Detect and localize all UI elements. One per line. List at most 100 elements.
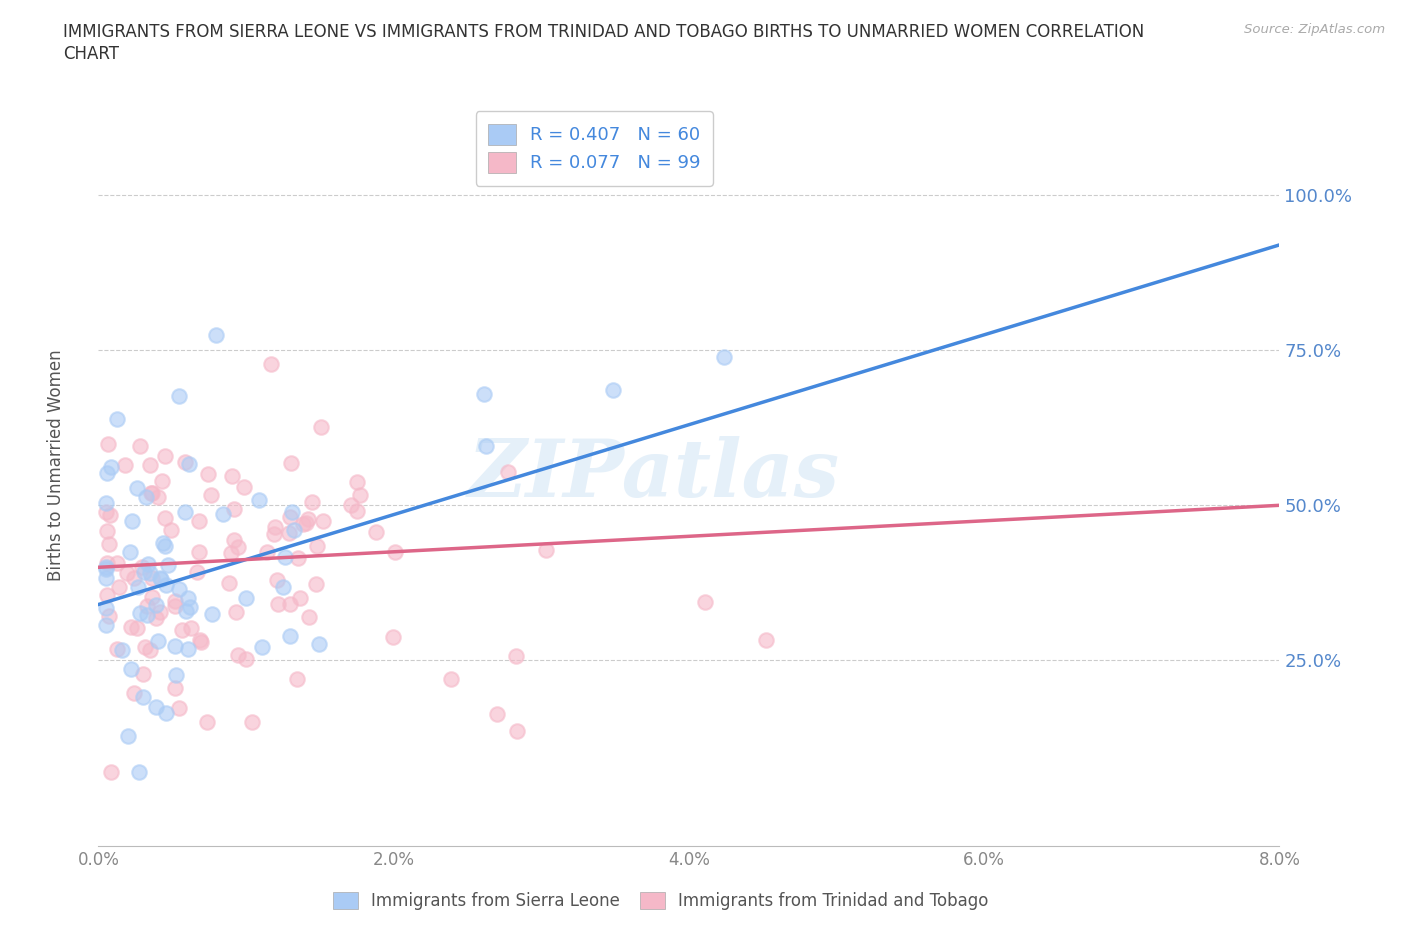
Point: [301, 494, 323, 509]
Point: [346, 474, 368, 489]
Point: [138, 556, 160, 571]
Point: [174, 604, 197, 618]
Point: [132, 689, 155, 704]
Text: IMMIGRANTS FROM SIERRA LEONE VS IMMIGRANTS FROM TRINIDAD AND TOBAGO BIRTHS TO UN: IMMIGRANTS FROM SIERRA LEONE VS IMMIGRAN…: [63, 23, 1144, 41]
Point: [263, 526, 285, 541]
Point: [177, 591, 200, 605]
Point: [141, 486, 163, 501]
Point: [155, 511, 177, 525]
Point: [94, 618, 117, 632]
Point: [506, 724, 529, 738]
Point: [148, 489, 170, 504]
Point: [149, 571, 172, 586]
Point: [277, 525, 299, 540]
Point: [134, 565, 156, 579]
Point: [94, 560, 117, 575]
Text: Source: ZipAtlas.com: Source: ZipAtlas.com: [1244, 23, 1385, 36]
Point: [163, 593, 186, 608]
Point: [111, 643, 134, 658]
Point: [274, 550, 297, 565]
Point: [297, 512, 319, 526]
Point: [292, 516, 315, 531]
Point: [115, 565, 138, 580]
Point: [226, 648, 249, 663]
Point: [235, 591, 257, 606]
Point: [97, 609, 120, 624]
Point: [474, 439, 496, 454]
Point: [190, 635, 212, 650]
Point: [177, 642, 200, 657]
Point: [602, 383, 624, 398]
Point: [256, 545, 278, 560]
Point: [127, 579, 149, 594]
Point: [128, 764, 150, 779]
Point: [278, 629, 301, 644]
Point: [163, 681, 186, 696]
Point: [141, 485, 163, 500]
Point: [94, 570, 117, 585]
Point: [263, 520, 285, 535]
Point: [105, 555, 128, 570]
Point: [305, 538, 328, 553]
Point: [474, 387, 496, 402]
Point: [141, 571, 163, 586]
Point: [349, 488, 371, 503]
Point: [139, 458, 162, 472]
Point: [486, 706, 509, 721]
Point: [135, 607, 157, 622]
Point: [260, 356, 283, 371]
Point: [188, 545, 211, 560]
Point: [114, 458, 136, 472]
Point: [177, 457, 200, 472]
Point: [129, 439, 152, 454]
Point: [247, 493, 270, 508]
Point: [278, 596, 301, 611]
Point: [118, 544, 141, 559]
Point: [100, 764, 122, 779]
Point: [169, 389, 191, 404]
Point: [186, 565, 208, 579]
Point: [212, 507, 235, 522]
Point: [288, 591, 311, 605]
Legend: R = 0.407   N = 60, R = 0.077   N = 99: R = 0.407 N = 60, R = 0.077 N = 99: [475, 112, 713, 186]
Point: [145, 610, 167, 625]
Text: CHART: CHART: [63, 45, 120, 62]
Point: [97, 437, 120, 452]
Point: [240, 715, 263, 730]
Point: [381, 630, 404, 644]
Point: [188, 514, 211, 529]
Point: [152, 536, 174, 551]
Point: [440, 671, 463, 686]
Point: [167, 582, 190, 597]
Point: [235, 651, 257, 666]
Point: [121, 513, 143, 528]
Point: [120, 620, 142, 635]
Point: [163, 638, 186, 653]
Point: [139, 565, 162, 580]
Point: [280, 456, 302, 471]
Point: [250, 640, 273, 655]
Point: [120, 662, 142, 677]
Point: [173, 454, 195, 469]
Point: [141, 590, 163, 604]
Point: [159, 522, 181, 537]
Point: [695, 594, 717, 609]
Point: [146, 634, 169, 649]
Point: [496, 464, 519, 479]
Point: [225, 604, 247, 619]
Point: [309, 419, 332, 434]
Point: [155, 706, 177, 721]
Point: [221, 468, 243, 483]
Point: [139, 643, 162, 658]
Point: [105, 642, 128, 657]
Point: [505, 648, 527, 663]
Point: [179, 600, 201, 615]
Point: [149, 604, 172, 619]
Point: [197, 466, 219, 481]
Point: [94, 504, 117, 519]
Point: [97, 537, 120, 551]
Point: [713, 349, 735, 364]
Point: [384, 544, 406, 559]
Point: [145, 598, 167, 613]
Point: [278, 509, 301, 524]
